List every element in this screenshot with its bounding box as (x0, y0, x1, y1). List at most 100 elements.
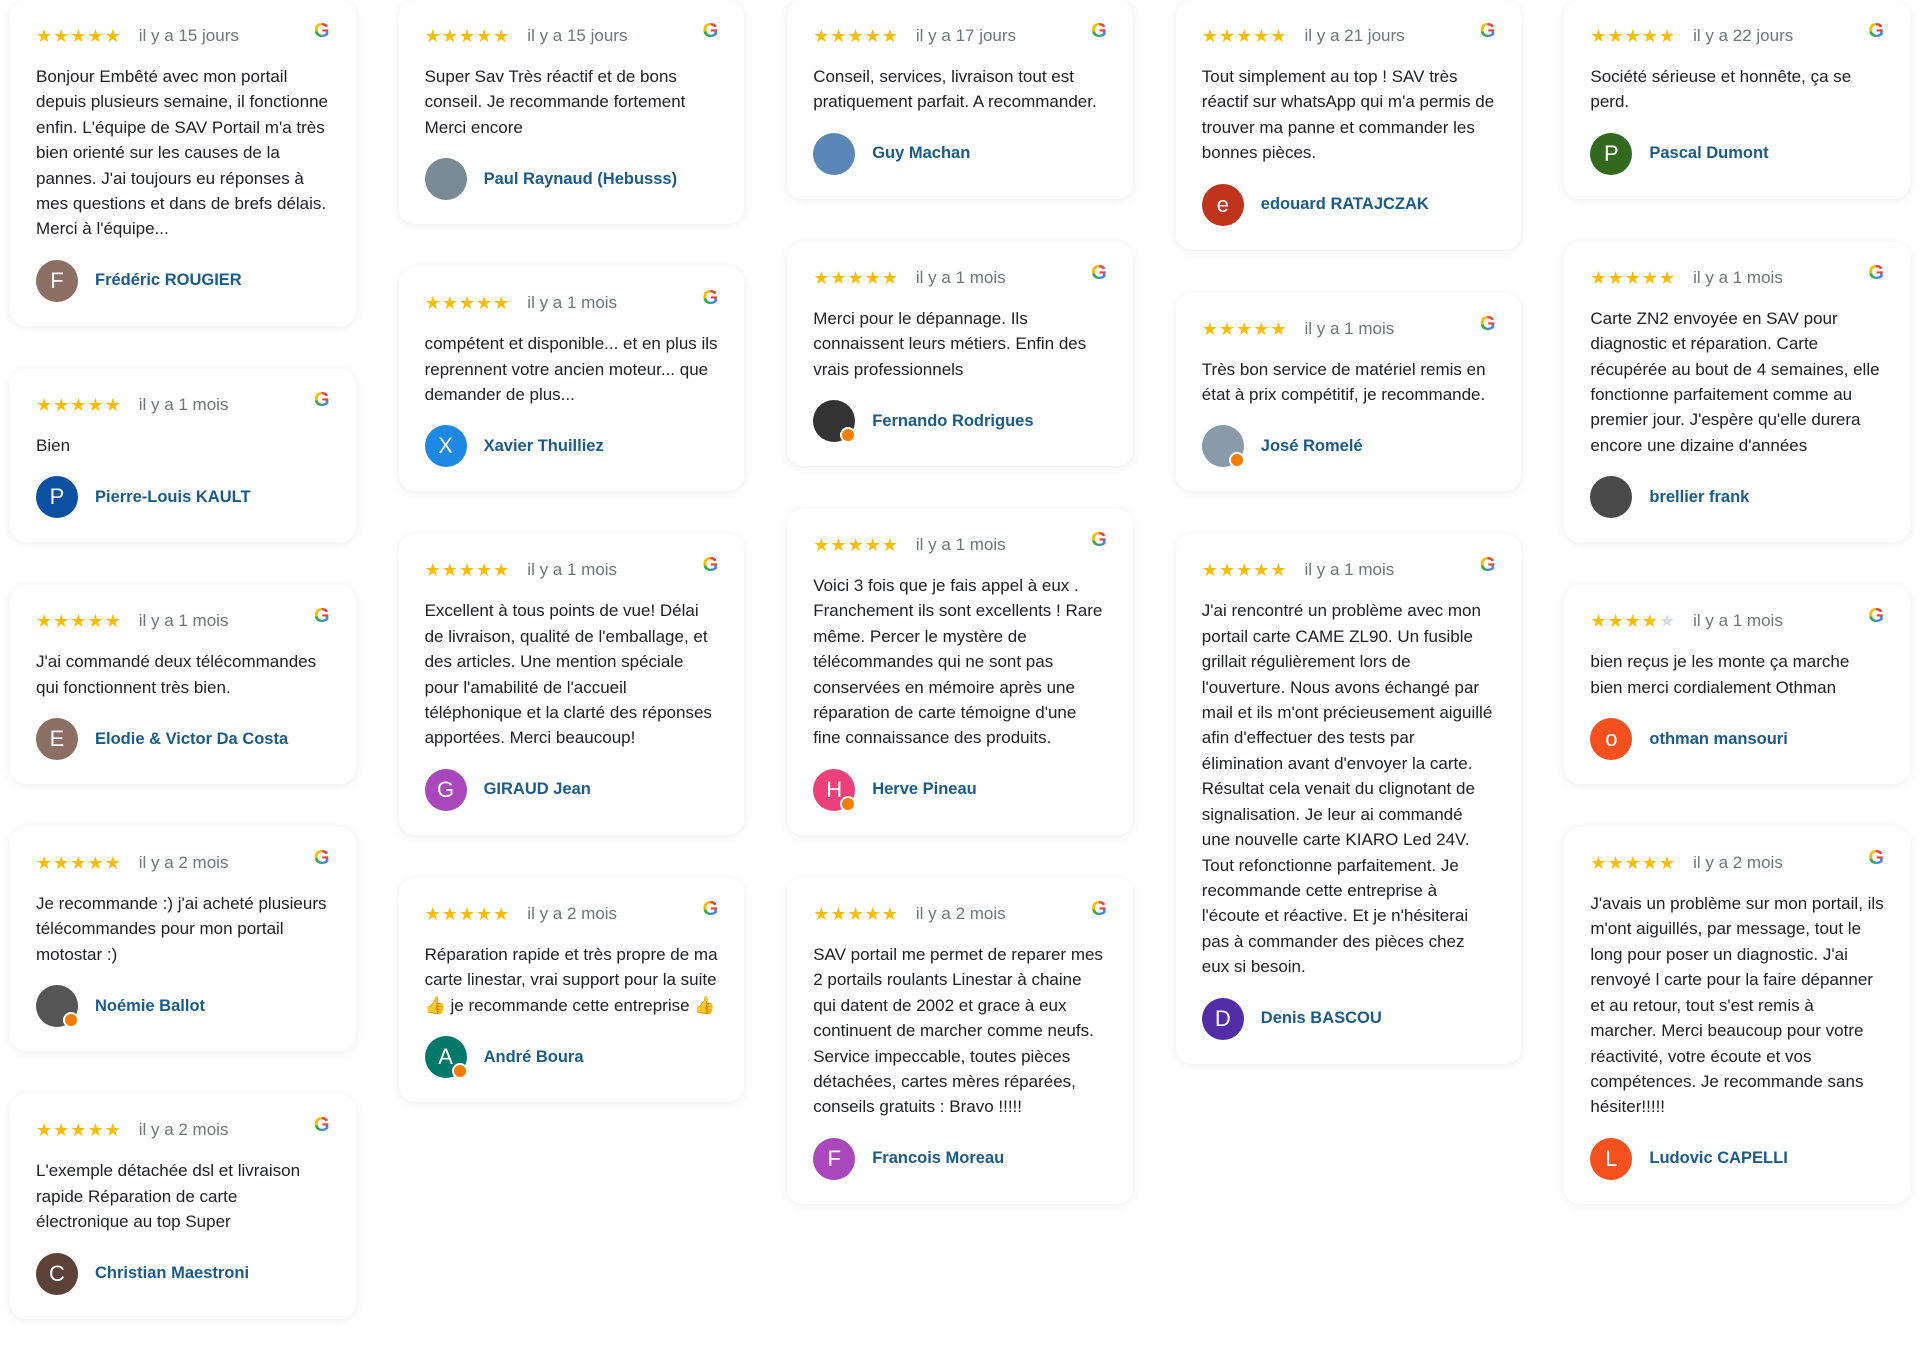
star-icon: ★ (424, 560, 441, 581)
star-icon: ★ (1218, 26, 1236, 46)
star-rating: ★ ★ ★ ★ ★ (1590, 854, 1675, 872)
avatar[interactable]: G (424, 768, 467, 811)
review-date: il y a 21 jours (1304, 26, 1405, 45)
star-icon: ★ (104, 1120, 121, 1141)
author-name-link[interactable]: Guy Machan (872, 144, 971, 163)
star-icon: ★ (458, 560, 476, 581)
author-name-link[interactable]: brellier frank (1649, 487, 1750, 506)
star-icon: ★ (1590, 853, 1607, 874)
author-name-link[interactable]: Paul Raynaud (Hebusss) (483, 169, 678, 188)
avatar[interactable] (424, 158, 467, 201)
google-icon: G (702, 897, 719, 920)
author-name-link[interactable]: Denis BASCOU (1260, 1009, 1382, 1028)
star-icon: ★ (70, 1120, 87, 1141)
review-date: il y a 2 mois (1693, 853, 1783, 873)
author-name-link[interactable]: edouard RATAJCZAK (1260, 195, 1429, 214)
author-name-link[interactable]: Elodie & Victor Da Costa (95, 729, 289, 748)
star-icon: ★ (1641, 267, 1658, 288)
review-author: F Frédéric ROUGIER (36, 259, 330, 302)
author-name-link[interactable]: GIRAUD Jean (483, 780, 591, 799)
avatar-initial: e (1216, 191, 1229, 217)
star-icon: ★ (1218, 318, 1236, 339)
reviews-column: ★ ★ ★ ★ ★ il y a 22 jours G Société sérieuse et… (1564, 0, 1910, 1204)
author-name-link[interactable]: Frédéric ROUGIER (95, 271, 242, 290)
avatar[interactable]: F (36, 259, 78, 302)
star-icon: ★ (1253, 318, 1270, 339)
review-author: G GIRAUD Jean (424, 768, 719, 811)
local-guide-badge-icon (451, 1063, 468, 1080)
author-name-link[interactable]: Christian Maestroni (95, 1264, 250, 1282)
star-icon: ★ (1624, 853, 1641, 874)
avatar[interactable]: F (813, 1137, 856, 1180)
star-icon: ★ (813, 267, 830, 288)
star-icon: ★ (493, 903, 510, 924)
star-rating: ★ ★ ★ ★ ★ (1590, 27, 1675, 45)
avatar[interactable]: X (424, 425, 467, 468)
avatar[interactable] (36, 985, 79, 1029)
author-name-link[interactable]: Pierre-Louis KAULT (95, 487, 251, 506)
star-rating: ★ ★ ★ ★ ★ (425, 294, 510, 312)
author-name-link[interactable]: othman mansouri (1649, 729, 1788, 748)
review-header: ★ ★ ★ ★ ★ il y a 1 mois (813, 533, 1107, 557)
avatar[interactable] (813, 132, 856, 175)
star-icon: ★ (830, 903, 847, 924)
star-icon: ★ (1624, 267, 1641, 288)
review-text: J'avais un problème sur mon portail, ils… (1590, 894, 1884, 1117)
avatar[interactable]: E (36, 718, 78, 761)
author-name-link[interactable]: Noémie Ballot (95, 996, 206, 1015)
review-card: ★ ★ ★ ★ ★ il y a 2 mois G SAV portail me permet… (787, 877, 1133, 1204)
review-card: ★ ★ ★ ★ ★ il y a 1 mois G J'ai rencontré un pro… (1175, 534, 1522, 1064)
review-card: ★ ★ ★ ★ ★ il y a 21 jours G Tout simplement au … (1175, 0, 1522, 250)
author-name-link[interactable]: André Boura (483, 1047, 584, 1066)
avatar[interactable]: D (1201, 997, 1244, 1040)
review-date: il y a 1 mois (527, 293, 618, 313)
star-icon: ★ (87, 1120, 104, 1141)
reviews-column: ★ ★ ★ ★ ★ il y a 21 jours G Tout simplement au … (1175, 0, 1522, 1064)
avatar[interactable] (813, 400, 857, 444)
google-icon: G (314, 1114, 330, 1137)
reviews-column: ★ ★ ★ ★ ★ il y a 15 jours G Bonjour Embêté avec… (10, 0, 356, 1319)
author-name-link[interactable]: Xavier Thuilliez (483, 436, 604, 455)
review-card: ★ ★ ★ ★ ★ il y a 22 jours G Société sérieuse et… (1564, 0, 1910, 199)
star-icon: ★ (1607, 267, 1624, 288)
review-text: J'ai rencontré un problème avec mon port… (1201, 601, 1493, 977)
star-icon: ★ (864, 267, 881, 288)
star-icon: ★ (53, 394, 70, 415)
star-rating: ★ ★ ★ ★ ★ (813, 269, 898, 287)
star-icon: ★ (1201, 26, 1218, 46)
review-header: ★ ★ ★ ★ ★ il y a 1 mois (36, 609, 330, 633)
author-name-link[interactable]: Fernando Rodrigues (872, 411, 1034, 430)
review-header: ★ ★ ★ ★ ★ il y a 15 jours (36, 24, 330, 48)
author-name-link[interactable]: José Romelé (1260, 436, 1363, 455)
avatar[interactable]: A (424, 1036, 468, 1080)
star-icon: ★ (70, 853, 87, 874)
star-icon: ★ (1641, 853, 1658, 874)
avatar[interactable]: C (36, 1252, 78, 1295)
avatar[interactable]: P (36, 476, 78, 519)
avatar-initial: L (1605, 1145, 1618, 1171)
review-author: P Pascal Dumont (1590, 132, 1884, 175)
avatar[interactable]: o (1590, 718, 1633, 761)
author-name-link[interactable]: Francois Moreau (872, 1149, 1005, 1168)
avatar[interactable] (1590, 476, 1633, 519)
star-icon: ★ (881, 26, 898, 46)
review-header: ★ ★ ★ ★ ★ il y a 2 mois (36, 851, 330, 875)
author-name-link[interactable]: Pascal Dumont (1649, 144, 1769, 163)
avatar[interactable]: L (1590, 1137, 1633, 1180)
avatar[interactable] (1201, 425, 1245, 469)
star-rating: ★ ★ ★ ★ ★ (813, 905, 898, 923)
star-icon: ★ (458, 293, 476, 314)
star-icon: ★ (493, 560, 510, 581)
star-icon: ★ (458, 903, 476, 924)
avatar[interactable]: P (1590, 132, 1633, 175)
avatar[interactable]: H (813, 768, 857, 812)
review-text: SAV portail me permet de reparer mes 2 p… (813, 944, 1103, 1117)
avatar-initial: F (827, 1145, 841, 1171)
author-name-link[interactable]: Ludovic CAPELLI (1649, 1149, 1788, 1168)
avatar-initial: X (438, 433, 453, 459)
author-name-link[interactable]: Herve Pineau (872, 780, 977, 799)
star-icon: ★ (1201, 560, 1218, 581)
star-icon: ★ (1590, 26, 1607, 46)
review-header: ★ ★ ★ ★ ★ il y a 15 jours (425, 24, 719, 48)
avatar[interactable]: e (1201, 183, 1244, 226)
